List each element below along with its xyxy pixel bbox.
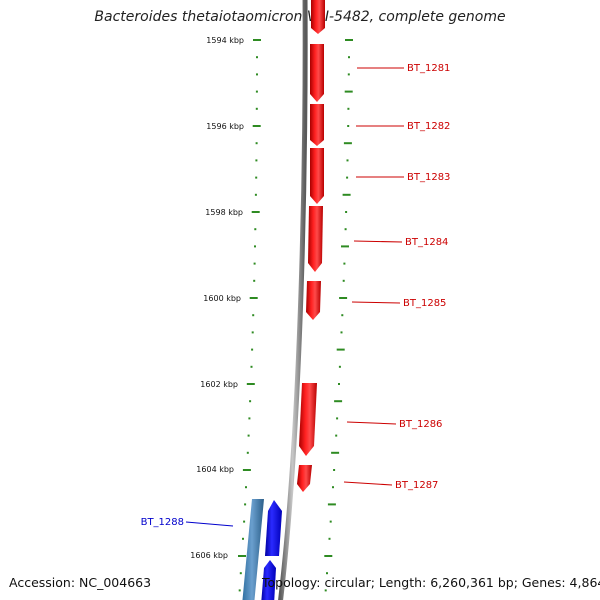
gene-label-bt-1286[interactable]: BT_1286 [399, 419, 442, 430]
callout-line-bt-1287 [343, 481, 393, 486]
callout-lines [185, 67, 404, 527]
gene-arrow-bt-1281[interactable] [310, 44, 324, 102]
gene-arrow-bt-1282[interactable] [310, 104, 324, 146]
gene-arrow-bt-1284[interactable] [308, 206, 323, 272]
inner-ticks [238, 39, 261, 592]
scale-labels: 1594 kbp 1596 kbp 1598 kbp 1600 kbp 1602… [190, 36, 244, 560]
scale-label: 1604 kbp [196, 465, 234, 474]
callout-line-bt-1284 [353, 240, 403, 243]
gene-arrow-reverse-next[interactable] [261, 560, 276, 600]
gene-arrow-bt-1285[interactable] [306, 281, 321, 320]
gene-arrow-bt-1288[interactable] [265, 500, 282, 556]
genome-summary: Topology: circular; Length: 6,260,361 bp… [262, 575, 600, 590]
outer-ticks [324, 39, 353, 592]
gene-label-bt-1282[interactable]: BT_1282 [407, 121, 450, 132]
gene-label-bt-1288[interactable]: BT_1288 [141, 517, 184, 528]
genome-backbone [278, 0, 308, 600]
gene-label-bt-1285[interactable]: BT_1285 [403, 298, 446, 309]
scale-label: 1606 kbp [190, 551, 228, 560]
gene-label-bt-1283[interactable]: BT_1283 [407, 172, 450, 183]
gene-label-bt-1287[interactable]: BT_1287 [395, 480, 438, 491]
scale-label: 1596 kbp [206, 122, 244, 131]
callout-line-bt-1288 [185, 521, 234, 527]
scale-label: 1594 kbp [206, 36, 244, 45]
callout-line-bt-1285 [351, 301, 401, 304]
callout-line-bt-1286 [346, 421, 397, 425]
gene-arrow-bt-1283[interactable] [310, 148, 324, 204]
gene-arrow-partial[interactable] [311, 0, 325, 34]
reverse-genes [242, 499, 282, 600]
forward-genes [297, 0, 325, 492]
map-title: Bacteroides thetaiotaomicron VPI-5482, c… [94, 9, 506, 25]
accession-text: Accession: NC_004663 [9, 575, 152, 590]
gene-label-bt-1281[interactable]: BT_1281 [407, 63, 450, 74]
gene-labels: BT_1281 BT_1282 BT_1283 BT_1284 BT_1285 … [141, 63, 451, 528]
scale-label: 1598 kbp [205, 208, 243, 217]
scale-label: 1600 kbp [203, 294, 241, 303]
gene-block-bt-1288[interactable] [242, 499, 264, 600]
scale-label: 1602 kbp [200, 380, 238, 389]
gene-label-bt-1284[interactable]: BT_1284 [405, 237, 448, 248]
gene-arrow-bt-1286[interactable] [299, 383, 317, 456]
gene-arrow-bt-1287[interactable] [297, 465, 312, 492]
